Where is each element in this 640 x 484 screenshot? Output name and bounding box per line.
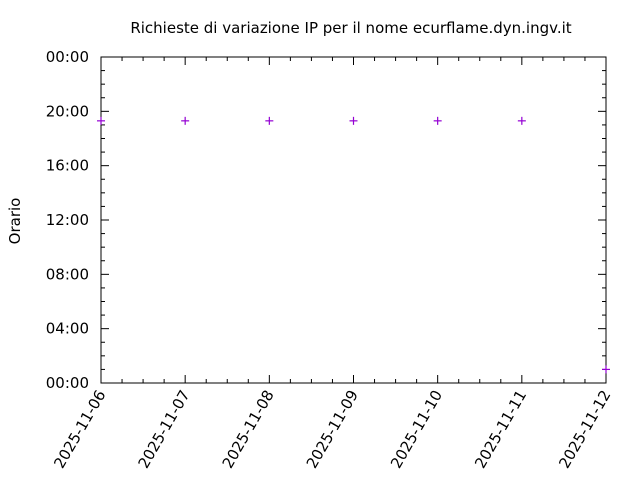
- y-tick-label: 12:00: [46, 211, 89, 229]
- x-tick-label: 2025-11-07: [134, 387, 193, 472]
- y-axis-label: Orario: [6, 198, 24, 245]
- data-point: [517, 116, 526, 125]
- data-point: [97, 116, 105, 125]
- y-tick-labels: 00:00 04:00 08:00 12:00 16:00 20:00 00:00: [46, 48, 89, 392]
- y-tick-label: 16:00: [46, 157, 89, 175]
- y-tick-label: 00:00: [46, 48, 89, 66]
- y-tick-label: 08:00: [46, 265, 89, 283]
- y-tick-label: 04:00: [46, 320, 89, 338]
- x-tick-label: 2025-11-09: [303, 387, 362, 472]
- data-point: [265, 116, 274, 125]
- x-tick-labels: 2025-11-06 2025-11-07 2025-11-08 2025-11-09…: [50, 387, 614, 472]
- x-tick-label: 2025-11-11: [471, 387, 530, 472]
- data-point: [433, 116, 442, 125]
- y-tick-label: 00:00: [46, 374, 89, 392]
- x-tick-label: 2025-11-06: [50, 387, 109, 472]
- axis-ticks: [100, 56, 607, 384]
- chart-title: Richieste di variazione IP per il nome e…: [130, 19, 571, 37]
- x-tick-label: 2025-11-08: [219, 387, 278, 472]
- data-point: [602, 365, 610, 374]
- data-point: [181, 116, 190, 125]
- x-tick-label: 2025-11-12: [555, 387, 614, 472]
- data-points: [97, 116, 610, 374]
- y-tick-label: 20:00: [46, 102, 89, 120]
- plot-frame: [100, 56, 607, 384]
- x-tick-label: 2025-11-10: [387, 387, 446, 472]
- data-point: [349, 116, 358, 125]
